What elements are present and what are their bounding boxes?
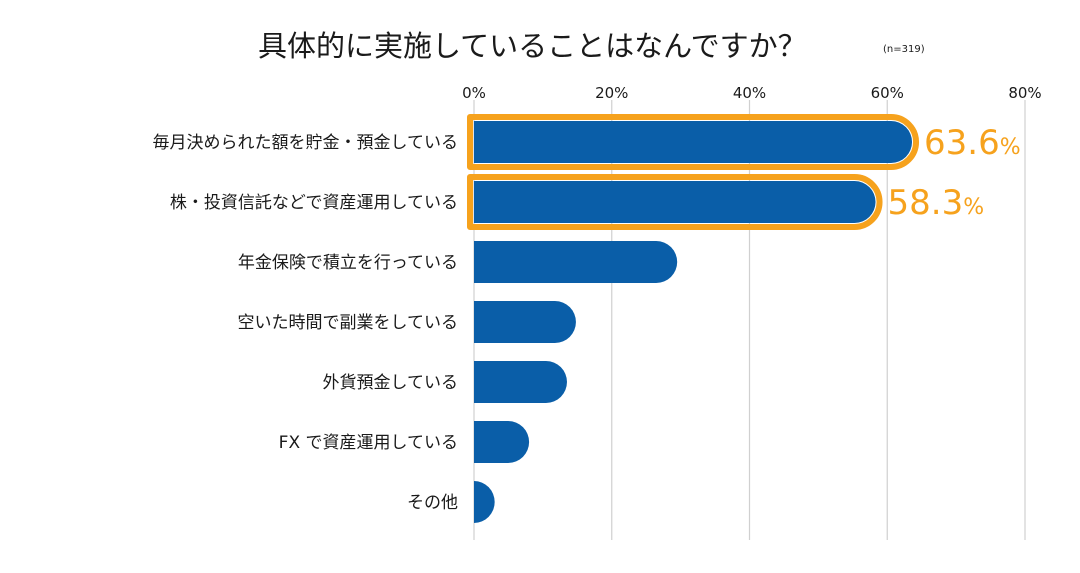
x-tick-label-40: 40% <box>733 84 766 102</box>
x-axis-ticks: 0% 20% 40% 60% 80% <box>462 84 1042 102</box>
highlight-outlines <box>467 114 919 230</box>
highlight-outline-0 <box>467 114 919 170</box>
bar-2 <box>474 241 678 283</box>
value-labels: 63.6% 58.3% <box>888 123 1021 223</box>
category-labels: 毎月決められた額を貯金・預金している株・投資信託などで資産運用している年金保険で… <box>153 133 459 513</box>
category-label-4: 外貨預金している <box>323 373 459 393</box>
category-label-0: 毎月決められた額を貯金・預金している <box>153 133 459 153</box>
category-label-1: 株・投資信託などで資産運用している <box>170 193 458 213</box>
category-label-3: 空いた時間で副業をしている <box>238 313 459 333</box>
sample-size-note: (n=319) <box>883 44 925 55</box>
bar-1 <box>474 181 876 223</box>
category-label-2: 年金保険で積立を行っている <box>238 253 458 273</box>
chart-title-text: 具体的に実施していることはなんですか？ <box>258 29 807 63</box>
x-tick-label-0: 0% <box>462 84 486 102</box>
x-tick-label-60: 60% <box>871 84 904 102</box>
category-label-5: FX で資産運用している <box>279 433 458 453</box>
bar-5 <box>474 421 530 463</box>
bar-0 <box>474 121 913 163</box>
gridlines <box>473 100 1026 540</box>
x-tick-label-80: 80% <box>1008 84 1041 102</box>
x-tick-label-20: 20% <box>595 84 628 102</box>
bar-6 <box>474 481 495 523</box>
value-label-1: 58.3% <box>888 183 985 223</box>
bars <box>474 121 913 523</box>
value-label-0: 63.6% <box>924 123 1021 163</box>
bar-4 <box>474 361 567 403</box>
category-label-6: その他 <box>407 493 458 513</box>
chart-title: 具体的に実施していることはなんですか？ (n=319) <box>258 29 925 63</box>
highlight-outline-1 <box>467 174 883 230</box>
bar-3 <box>474 301 576 343</box>
